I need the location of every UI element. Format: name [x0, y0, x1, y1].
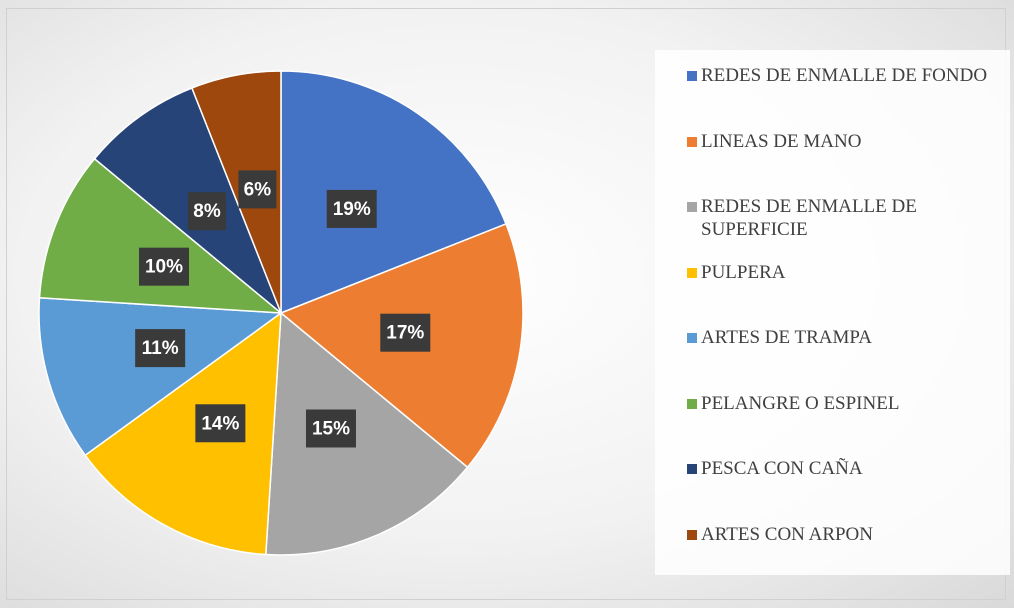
data-label: 19%	[333, 199, 371, 220]
legend-swatch	[687, 333, 697, 343]
data-label-box	[135, 329, 186, 368]
data-label-box	[188, 192, 227, 231]
data-label: 11%	[142, 338, 179, 359]
data-label-box	[238, 170, 277, 209]
data-label: 17%	[386, 323, 424, 344]
legend-label: REDES DE ENMALLE DE SUPERFICIE	[701, 196, 917, 240]
legend-label: LINEAS DE MANO	[701, 130, 862, 152]
legend-item: ARTES CON ARPON	[687, 523, 991, 546]
data-label: 10%	[145, 257, 183, 278]
legend-label: PESCA CON CAÑA	[701, 458, 863, 479]
data-label-box	[326, 189, 377, 228]
data-label-box	[305, 409, 356, 448]
data-label: 8%	[193, 201, 221, 222]
pie-slice	[265, 311, 469, 556]
legend-swatch	[687, 71, 697, 81]
legend-swatch	[687, 136, 697, 147]
legend-item: PESCA CON CAÑA	[687, 457, 991, 480]
pie-slice	[38, 297, 284, 457]
legend-item: LINEAS DE MANO	[687, 130, 991, 153]
legend-label: REDES DE ENMALLE DE FONDO	[701, 65, 988, 86]
legend-label: ARTES CON ARPON	[701, 523, 874, 545]
legend-item: PELANGRE O ESPINEL	[687, 392, 991, 415]
legend-swatch	[687, 267, 697, 278]
legend-swatch	[687, 398, 697, 409]
legend-swatch	[687, 202, 697, 212]
pie-slice	[280, 70, 507, 315]
pie-slice	[38, 157, 284, 314]
legend-item: PULPERA	[687, 261, 991, 284]
data-label: 6%	[244, 179, 272, 200]
legend-swatch	[687, 529, 697, 540]
legend-label: PELANGRE O ESPINEL	[701, 392, 900, 414]
pie-slice	[93, 87, 282, 314]
data-label: 14%	[201, 413, 239, 434]
data-label-box	[195, 404, 246, 443]
data-label-box	[138, 247, 189, 286]
legend-item: REDES DE ENMALLE DE SUPERFICIE	[687, 195, 991, 241]
pie-slice	[190, 70, 282, 314]
pie-slice	[84, 311, 282, 556]
legend-item: ARTES DE TRAMPA	[687, 326, 991, 349]
legend-label: ARTES DE TRAMPA	[701, 327, 872, 348]
data-label-box	[380, 313, 431, 352]
data-label: 15%	[312, 419, 350, 440]
legend-label: PULPERA	[701, 261, 786, 283]
legend: REDES DE ENMALLE DE FONDO LINEAS DE MANO R…	[655, 50, 1010, 575]
legend-swatch	[687, 464, 697, 474]
legend-item: REDES DE ENMALLE DE FONDO	[687, 64, 991, 87]
